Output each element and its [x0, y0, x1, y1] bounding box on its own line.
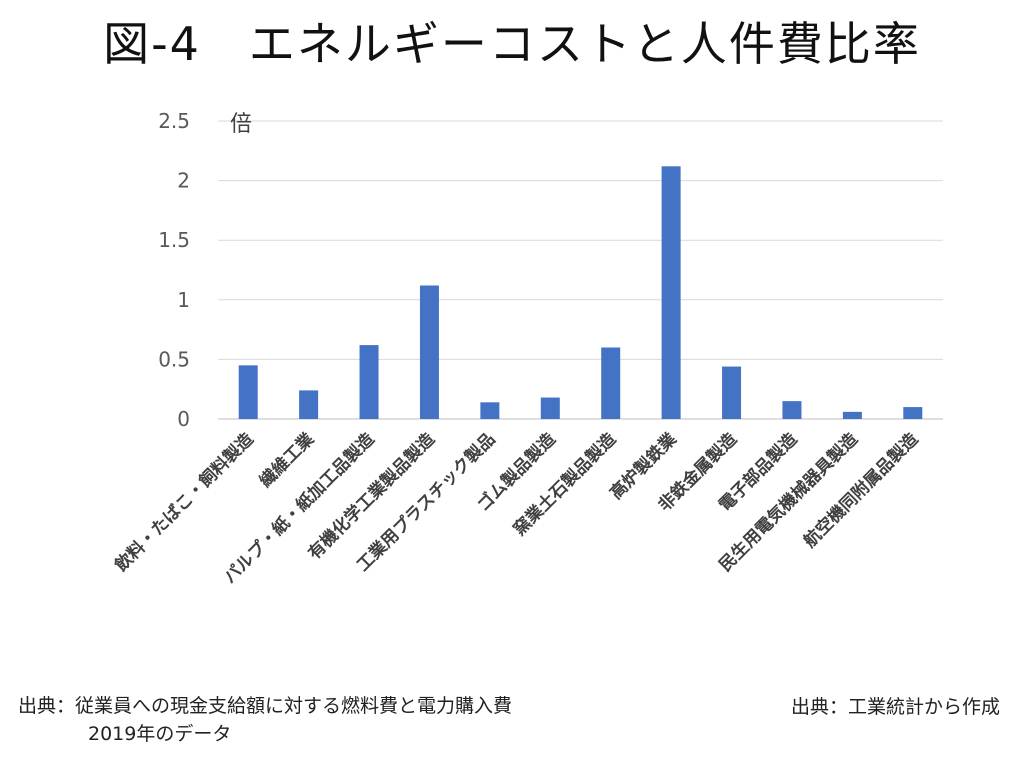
y-tick-label: 2 — [177, 169, 190, 193]
x-tick-label: 繊維工業 — [255, 429, 318, 492]
bar — [540, 397, 560, 419]
chart-title: 図-4 エネルギーコストと人件費比率 — [103, 17, 921, 71]
bar-chart: 00.511.522.5 倍飲料・たばこ・飼料製造繊維工業パルプ・紙・紙加工品製造… — [110, 109, 943, 588]
bar — [782, 401, 802, 419]
bar — [601, 347, 621, 419]
bar — [661, 166, 681, 419]
x-tick-label: 窯業土石製品製造 — [509, 428, 621, 540]
y-tick-label: 0.5 — [158, 347, 190, 371]
bar — [480, 402, 500, 419]
bar — [842, 411, 862, 419]
x-tick-label: 飲料・たばこ・飼料製造 — [110, 428, 258, 576]
y-tick-label: 0 — [177, 407, 190, 431]
source-note: 出典：従業員への現金支給額に対する燃料費と電力購入費 2019年のデータ — [18, 692, 512, 748]
source-note-line2: 2019年のデータ — [88, 723, 232, 745]
source-credit: 出典：工業統計から作成 — [790, 696, 1000, 718]
bar — [903, 407, 923, 419]
bar — [299, 390, 319, 419]
y-axis-label: 倍 — [230, 112, 252, 137]
y-tick-label: 1.5 — [158, 228, 190, 252]
source-note-line1: 出典：従業員への現金支給額に対する燃料費と電力購入費 — [18, 695, 513, 717]
bar — [359, 345, 379, 419]
y-tick-label: 1 — [177, 288, 190, 312]
x-tick-label: 航空機同附属品製造 — [799, 428, 923, 552]
bar — [419, 285, 439, 419]
y-tick-label: 2.5 — [158, 109, 190, 133]
bar — [722, 366, 742, 419]
bar — [238, 365, 258, 419]
